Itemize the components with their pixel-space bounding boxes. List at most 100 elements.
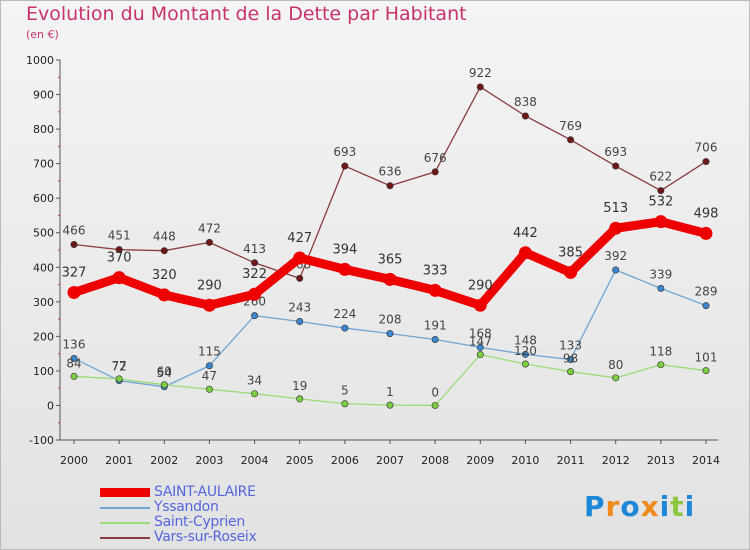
data-point <box>70 354 78 362</box>
logo-letter: o <box>620 490 641 523</box>
data-point <box>702 158 710 166</box>
legend-label: Saint-Cyprien <box>154 514 245 530</box>
data-point <box>567 136 575 144</box>
data-label: 385 <box>558 245 583 260</box>
data-point <box>205 385 213 393</box>
y-tick-label: -100 <box>29 434 54 447</box>
data-point <box>251 390 259 398</box>
data-label: 224 <box>333 307 356 321</box>
data-label: 101 <box>695 351 718 365</box>
data-label: 413 <box>243 242 266 256</box>
data-label: 54 <box>157 366 172 380</box>
data-label: 769 <box>559 119 582 133</box>
data-point <box>654 215 668 229</box>
data-label: 5 <box>341 384 349 398</box>
x-tick-label: 2014 <box>692 454 720 467</box>
data-point <box>431 168 439 176</box>
data-label: 1 <box>386 385 394 399</box>
series-vars-sur-roseix: 4664514484724133686936366769228387696936… <box>63 66 717 282</box>
data-point <box>612 162 620 170</box>
data-label: 98 <box>563 352 578 366</box>
data-label: 191 <box>424 318 447 332</box>
data-point <box>67 285 81 299</box>
data-label: 148 <box>514 333 537 347</box>
series-saint-cyprien: 84 77 60 47 34 19 5 1 0 147 120 98 80 118 101 <box>66 335 717 409</box>
data-point <box>431 401 439 409</box>
data-label: 72 <box>112 360 127 374</box>
data-point <box>296 395 304 403</box>
data-label: 60 <box>157 365 172 379</box>
data-label: 136 <box>63 337 86 351</box>
data-point <box>428 283 442 297</box>
x-tick-label: 2001 <box>105 454 133 467</box>
data-label: 290 <box>197 278 222 293</box>
x-tick-label: 2005 <box>286 454 314 467</box>
data-label: 448 <box>153 230 176 244</box>
data-point <box>293 251 307 265</box>
data-point <box>612 266 620 274</box>
legend-label: Vars-sur-Roseix <box>154 529 257 545</box>
y-tick-label: 600 <box>33 192 54 205</box>
data-point <box>518 246 532 260</box>
data-label: 84 <box>66 356 81 370</box>
data-point <box>70 372 78 380</box>
data-point <box>205 238 213 246</box>
data-label: 693 <box>333 145 356 159</box>
data-point <box>383 272 397 286</box>
logo-letter: i <box>684 490 696 523</box>
data-point <box>521 112 529 120</box>
data-label: 442 <box>513 226 538 241</box>
data-point <box>657 284 665 292</box>
x-tick-label: 2006 <box>331 454 359 467</box>
data-label: 118 <box>649 345 672 359</box>
data-point <box>431 335 439 343</box>
x-tick-label: 2010 <box>511 454 539 467</box>
data-point <box>386 330 394 338</box>
data-label: 289 <box>695 285 718 299</box>
data-label: 327 <box>62 265 87 280</box>
data-point <box>202 298 216 312</box>
data-label: 168 <box>469 326 492 340</box>
data-point <box>699 226 713 240</box>
data-point <box>386 182 394 190</box>
x-tick-label: 2008 <box>421 454 449 467</box>
data-point <box>612 374 620 382</box>
legend-swatch <box>100 537 150 539</box>
data-point <box>702 367 710 375</box>
data-point <box>702 302 710 310</box>
data-point <box>296 274 304 282</box>
data-label: 47 <box>202 369 217 383</box>
data-point <box>476 343 484 351</box>
data-point <box>476 83 484 91</box>
proxiti-logo: Proxiti <box>584 490 695 523</box>
y-tick-label: 800 <box>33 123 54 136</box>
y-tick-label: 900 <box>33 89 54 102</box>
logo-letter: t <box>670 490 685 523</box>
legend-swatch <box>100 488 150 497</box>
y-tick-label: 500 <box>33 227 54 240</box>
y-tick-label: 400 <box>33 261 54 274</box>
data-label: 392 <box>604 249 627 263</box>
data-point <box>386 401 394 409</box>
data-point <box>115 375 123 383</box>
data-label: 838 <box>514 95 537 109</box>
data-point <box>521 360 529 368</box>
data-point <box>609 221 623 235</box>
data-point <box>341 162 349 170</box>
data-label: 115 <box>198 345 221 359</box>
series-saint-aulaire: 327 370 320 290 322 427 394 365 333 290 442 385 513 5… <box>62 195 718 312</box>
data-point <box>567 356 575 364</box>
data-label: 472 <box>198 221 221 235</box>
data-label: 451 <box>108 229 131 243</box>
data-point <box>341 324 349 332</box>
data-point <box>160 381 168 389</box>
data-label: 394 <box>332 242 357 257</box>
data-label: 333 <box>423 263 448 278</box>
data-point <box>521 350 529 358</box>
data-point <box>657 361 665 369</box>
data-label: 208 <box>379 313 402 327</box>
data-point <box>115 246 123 254</box>
data-label: 622 <box>649 170 672 184</box>
